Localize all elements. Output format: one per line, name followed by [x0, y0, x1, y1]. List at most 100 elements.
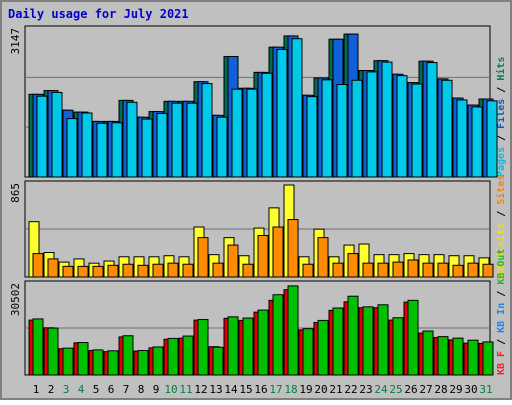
- x-tick-label: 25: [389, 383, 402, 396]
- bar-sites: [302, 263, 314, 278]
- bar-sites: [392, 261, 404, 278]
- panel-legend: Pages / Files / Hits: [495, 57, 507, 177]
- chart-title: Daily usage for July 2021: [8, 7, 189, 21]
- bar-pages: [456, 99, 468, 178]
- bar-kb-out: [317, 319, 329, 376]
- bar-kb-out: [92, 349, 104, 376]
- legend-separator: /: [496, 205, 507, 223]
- x-axis: 1 2 3 4 5 6 7 8 9 10 11 12 13 14 15 16 17 18 19 20 21 22 23 24 2…: [33, 383, 493, 396]
- bar-kb-out: [422, 330, 434, 376]
- bar-kb-out: [242, 317, 254, 376]
- bar-kb-out: [362, 306, 374, 376]
- bar-pages: [276, 48, 288, 178]
- bar-kb-out: [212, 346, 224, 376]
- x-tick-label: 17: [269, 383, 282, 396]
- x-tick-label: 15: [239, 383, 252, 396]
- x-tick-label: 13: [209, 383, 222, 396]
- x-tick-label: 30: [464, 383, 477, 396]
- bar-sites: [107, 264, 119, 278]
- bar-kb-out: [407, 299, 419, 376]
- bar-pages: [471, 106, 483, 178]
- x-tick-label: 9: [153, 383, 160, 396]
- legend-entry: KB Visits: [495, 223, 507, 277]
- legend-entry: KB F: [496, 351, 507, 375]
- x-tick-label: 5: [93, 383, 100, 396]
- bar-sites: [182, 263, 194, 278]
- bar-sites: [272, 226, 284, 278]
- bar-pages: [396, 75, 408, 178]
- bar-kb-out: [392, 317, 404, 376]
- x-tick-label: 7: [123, 383, 130, 396]
- x-tick-label: 14: [224, 383, 238, 396]
- bar-sites: [92, 265, 104, 278]
- legend-separator: /: [496, 129, 507, 147]
- x-tick-label: 4: [78, 383, 85, 396]
- bar-kb-out: [272, 294, 284, 376]
- x-tick-label: 1: [33, 383, 40, 396]
- bar-pages: [261, 72, 273, 178]
- bar-kb-out: [452, 337, 464, 376]
- bar-sites: [347, 253, 359, 278]
- bar-sites: [242, 263, 254, 278]
- bar-sites: [77, 265, 89, 278]
- bar-kb-out: [122, 335, 134, 376]
- bar-kb-out: [287, 285, 299, 376]
- bar-sites: [137, 264, 149, 278]
- x-tick-label: 19: [299, 383, 312, 396]
- bar-sites: [47, 258, 59, 278]
- bar-pages: [336, 84, 348, 178]
- panel-top: 3147 Pages / Files / Hits: [9, 25, 507, 178]
- bar-sites: [212, 262, 224, 278]
- bar-pages: [351, 79, 363, 178]
- x-tick-label: 12: [194, 383, 207, 396]
- bar-sites: [317, 237, 329, 278]
- panel-bottom: 30502 KB F / KB In / KB Out: [9, 249, 507, 376]
- x-tick-label: 2: [48, 383, 55, 396]
- x-tick-label: 3: [63, 383, 70, 396]
- legend-entry: Pages: [496, 147, 507, 177]
- bar-sites: [122, 263, 134, 278]
- bar-pages: [381, 61, 393, 178]
- bar-pages: [486, 100, 498, 178]
- x-tick-label: 28: [434, 383, 447, 396]
- legend-separator: /: [496, 333, 507, 351]
- bar-pages: [66, 118, 78, 178]
- bar-pages: [321, 79, 333, 178]
- bar-pages: [156, 112, 168, 178]
- bar-kb-out: [62, 347, 74, 376]
- legend-separator: /: [496, 81, 507, 99]
- legend-entry: Files: [495, 99, 507, 129]
- bar-sites: [227, 244, 239, 278]
- bar-pages: [81, 112, 93, 178]
- bar-sites: [422, 262, 434, 278]
- bar-kb-out: [197, 319, 209, 376]
- bar-sites: [332, 262, 344, 278]
- bar-kb-out: [182, 335, 194, 376]
- bar-pages: [291, 38, 303, 178]
- x-tick-label: 27: [419, 383, 432, 396]
- bar-pages: [201, 83, 213, 178]
- x-tick-label: 21: [329, 383, 342, 396]
- bar-kb-out: [167, 337, 179, 376]
- x-tick-label: 23: [359, 383, 372, 396]
- bar-sites: [362, 262, 374, 278]
- bar-pages: [441, 79, 453, 178]
- bar-pages: [36, 95, 48, 178]
- bar-pages: [246, 88, 258, 178]
- x-tick-label: 22: [344, 383, 357, 396]
- legend-entry: Hits: [495, 57, 507, 81]
- bar-pages: [51, 91, 63, 178]
- bar-sites: [482, 263, 494, 278]
- legend-entry: Sites: [495, 175, 507, 205]
- bar-sites: [452, 264, 464, 278]
- bar-sites: [62, 265, 74, 278]
- x-tick-label: 24: [374, 383, 388, 396]
- bar-sites: [197, 237, 209, 278]
- legend-entry: KB Out: [496, 249, 507, 285]
- bar-kb-out: [107, 350, 119, 376]
- bar-sites: [437, 262, 449, 278]
- legend-separator: /: [496, 285, 507, 303]
